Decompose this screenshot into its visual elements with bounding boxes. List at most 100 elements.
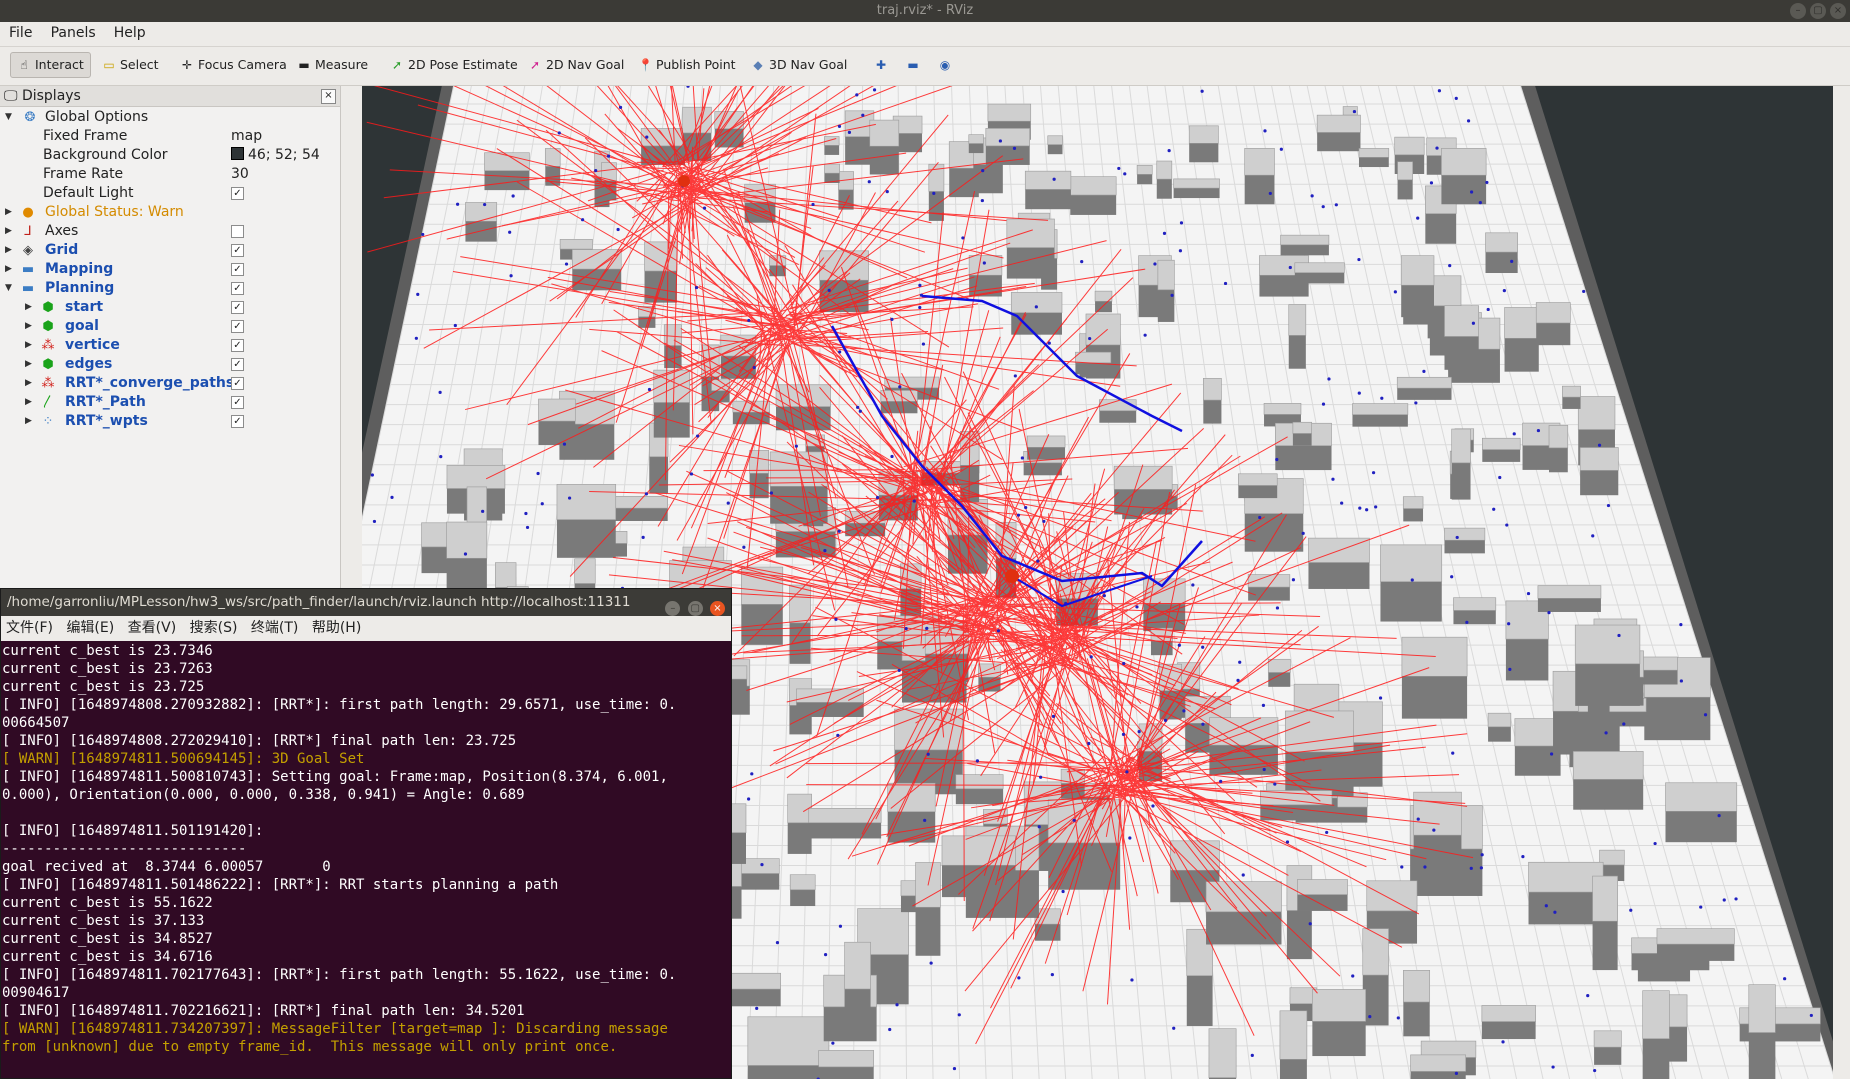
tree-edge: [996, 384, 1015, 622]
global-status-row[interactable]: ▶ ● Global Status: Warn: [0, 203, 340, 222]
tree-edge: [785, 282, 1035, 316]
planning-converge-paths-checkbox[interactable]: ✓: [231, 377, 244, 390]
expand-arrow-icon[interactable]: ▶: [25, 302, 32, 312]
obstacle-top: [446, 521, 488, 559]
menubar: File Panels Help: [0, 22, 1850, 47]
planning-rrt-wpts-row[interactable]: ▶ ⁘ RRT*_wpts ✓: [0, 412, 340, 431]
close-icon[interactable]: ×: [710, 601, 725, 616]
tool-publish-point[interactable]: 📍 Publish Point: [632, 52, 742, 78]
terminal-menu-help[interactable]: 帮助(H): [311, 620, 362, 636]
planning-goal-checkbox[interactable]: ✓: [231, 320, 244, 333]
planning-rrt-wpts-checkbox[interactable]: ✓: [231, 415, 244, 428]
maximize-icon[interactable]: ▢: [1810, 3, 1826, 19]
remove-tool-button[interactable]: ▬: [900, 52, 930, 78]
obstacle-top: [1592, 875, 1618, 922]
close-panel-icon[interactable]: ×: [321, 89, 336, 104]
right-collapse-bar[interactable]: [1833, 86, 1850, 1079]
vertex-point: [831, 1041, 835, 1045]
frame-rate-row[interactable]: Frame Rate 30: [0, 165, 340, 184]
expand-arrow-icon[interactable]: ▶: [25, 340, 32, 350]
planning-start-row[interactable]: ▶ ⬢ start ✓: [0, 298, 340, 317]
vertex-point: [1510, 259, 1514, 263]
expand-arrow-icon[interactable]: ▼: [5, 112, 12, 122]
tool-measure[interactable]: ▬ Measure: [291, 52, 374, 78]
pin-icon: 📍: [638, 58, 653, 72]
expand-arrow-icon[interactable]: ▶: [25, 397, 32, 407]
terminal-menu-edit[interactable]: 编辑(E): [66, 620, 115, 636]
default-light-row[interactable]: Default Light ✓: [0, 184, 340, 203]
fixed-frame-value[interactable]: map: [231, 128, 263, 144]
background-color-value[interactable]: 46; 52; 54: [231, 146, 320, 165]
minimize-icon[interactable]: –: [1790, 3, 1806, 19]
global-options-row[interactable]: ▼ ❂ Global Options: [0, 108, 340, 127]
background-color-row[interactable]: Background Color 46; 52; 54: [0, 146, 340, 165]
tree-edge: [937, 489, 971, 550]
vertex-point: [1321, 205, 1325, 209]
tool-properties-button[interactable]: ◉: [932, 52, 962, 78]
expand-arrow-icon[interactable]: ▶: [5, 264, 12, 274]
expand-arrow-icon[interactable]: ▶: [25, 416, 32, 426]
fixed-frame-row[interactable]: Fixed Frame map: [0, 127, 340, 146]
planning-converge-paths-row[interactable]: ▶ ⁂ RRT*_converge_paths ✓: [0, 374, 340, 393]
display-planning-row[interactable]: ▼ ▬ Planning ✓: [0, 279, 340, 298]
menu-panels[interactable]: Panels: [50, 25, 96, 41]
terminal-titlebar[interactable]: /home/garronliu/MPLesson/hw3_ws/src/path…: [1, 589, 731, 616]
display-mapping-row[interactable]: ▶ ▬ Mapping ✓: [0, 260, 340, 279]
planning-vertice-row[interactable]: ▶ ⁂ vertice ✓: [0, 336, 340, 355]
tool-3d-nav-goal[interactable]: ◆ 3D Nav Goal: [745, 52, 853, 78]
tree-edge: [933, 624, 978, 628]
expand-arrow-icon[interactable]: ▶: [25, 359, 32, 369]
expand-arrow-icon[interactable]: ▶: [5, 226, 12, 236]
render-view[interactable]: [362, 86, 1850, 1079]
tool-focus-camera[interactable]: ✛ Focus Camera: [174, 52, 293, 78]
planning-vertice-checkbox[interactable]: ✓: [231, 339, 244, 352]
menu-file[interactable]: File: [9, 25, 33, 41]
terminal-menu-file[interactable]: 文件(F): [6, 620, 53, 636]
display-mapping-checkbox[interactable]: ✓: [231, 263, 244, 276]
add-tool-button[interactable]: ✚: [868, 52, 898, 78]
menu-help[interactable]: Help: [113, 25, 146, 41]
cube-green-icon: ⬢: [42, 300, 54, 315]
planning-rrt-path-row[interactable]: ▶ 〳 RRT*_Path ✓: [0, 393, 340, 412]
obstacle-top: [1362, 928, 1389, 976]
frame-rate-value[interactable]: 30: [231, 166, 249, 182]
display-axes-checkbox[interactable]: [231, 225, 244, 238]
display-grid-row[interactable]: ▶ ◈ Grid ✓: [0, 241, 340, 260]
planning-start-checkbox[interactable]: ✓: [231, 301, 244, 314]
planning-edges-row[interactable]: ▶ ⬢ edges ✓: [0, 355, 340, 374]
tool-select[interactable]: ▭ Select: [96, 52, 165, 78]
planning-goal-row[interactable]: ▶ ⬢ goal ✓: [0, 317, 340, 336]
expand-arrow-icon[interactable]: ▶: [5, 245, 12, 255]
terminal-window[interactable]: /home/garronliu/MPLesson/hw3_ws/src/path…: [0, 588, 732, 1079]
planning-rrt-path-checkbox[interactable]: ✓: [231, 396, 244, 409]
expand-arrow-icon[interactable]: ▶: [5, 207, 12, 217]
maximize-icon[interactable]: ▢: [687, 601, 703, 616]
expand-arrow-icon[interactable]: ▶: [25, 378, 32, 388]
vertex-point: [975, 759, 980, 763]
vertex-point: [998, 139, 1002, 143]
display-grid-checkbox[interactable]: ✓: [231, 244, 244, 257]
tool-interact[interactable]: ☝ Interact: [10, 52, 91, 78]
obstacle-top: [808, 808, 882, 824]
planning-edges-checkbox[interactable]: ✓: [231, 358, 244, 371]
display-planning-checkbox[interactable]: ✓: [231, 282, 244, 295]
expand-arrow-icon[interactable]: ▶: [25, 321, 32, 331]
vertex-point: [1177, 643, 1181, 647]
terminal-menu-view[interactable]: 查看(V): [127, 620, 177, 636]
tree-edge: [769, 631, 974, 767]
default-light-checkbox[interactable]: ✓: [231, 187, 244, 200]
tree-edge: [1123, 717, 1262, 777]
tree-edge: [1134, 587, 1199, 779]
tool-2d-nav-goal[interactable]: ➚ 2D Nav Goal: [522, 52, 630, 78]
minimize-icon[interactable]: –: [665, 601, 681, 616]
tree-edge: [1119, 746, 1426, 779]
terminal-line: [ INFO] [1648974811.500810743]: Setting …: [2, 769, 668, 785]
close-icon[interactable]: ×: [1830, 3, 1846, 19]
vertex-point: [827, 288, 831, 292]
display-axes-row[interactable]: ▶ ⅃ Axes: [0, 222, 340, 241]
tool-2d-pose-estimate[interactable]: ➚ 2D Pose Estimate: [384, 52, 524, 78]
collapse-arrow-icon[interactable]: ▼: [5, 283, 12, 293]
terminal-output[interactable]: current c_best is 23.7346 current c_best …: [1, 641, 731, 1056]
terminal-menu-search[interactable]: 搜索(S): [189, 620, 238, 636]
terminal-menu-terminal[interactable]: 终端(T): [250, 620, 299, 636]
